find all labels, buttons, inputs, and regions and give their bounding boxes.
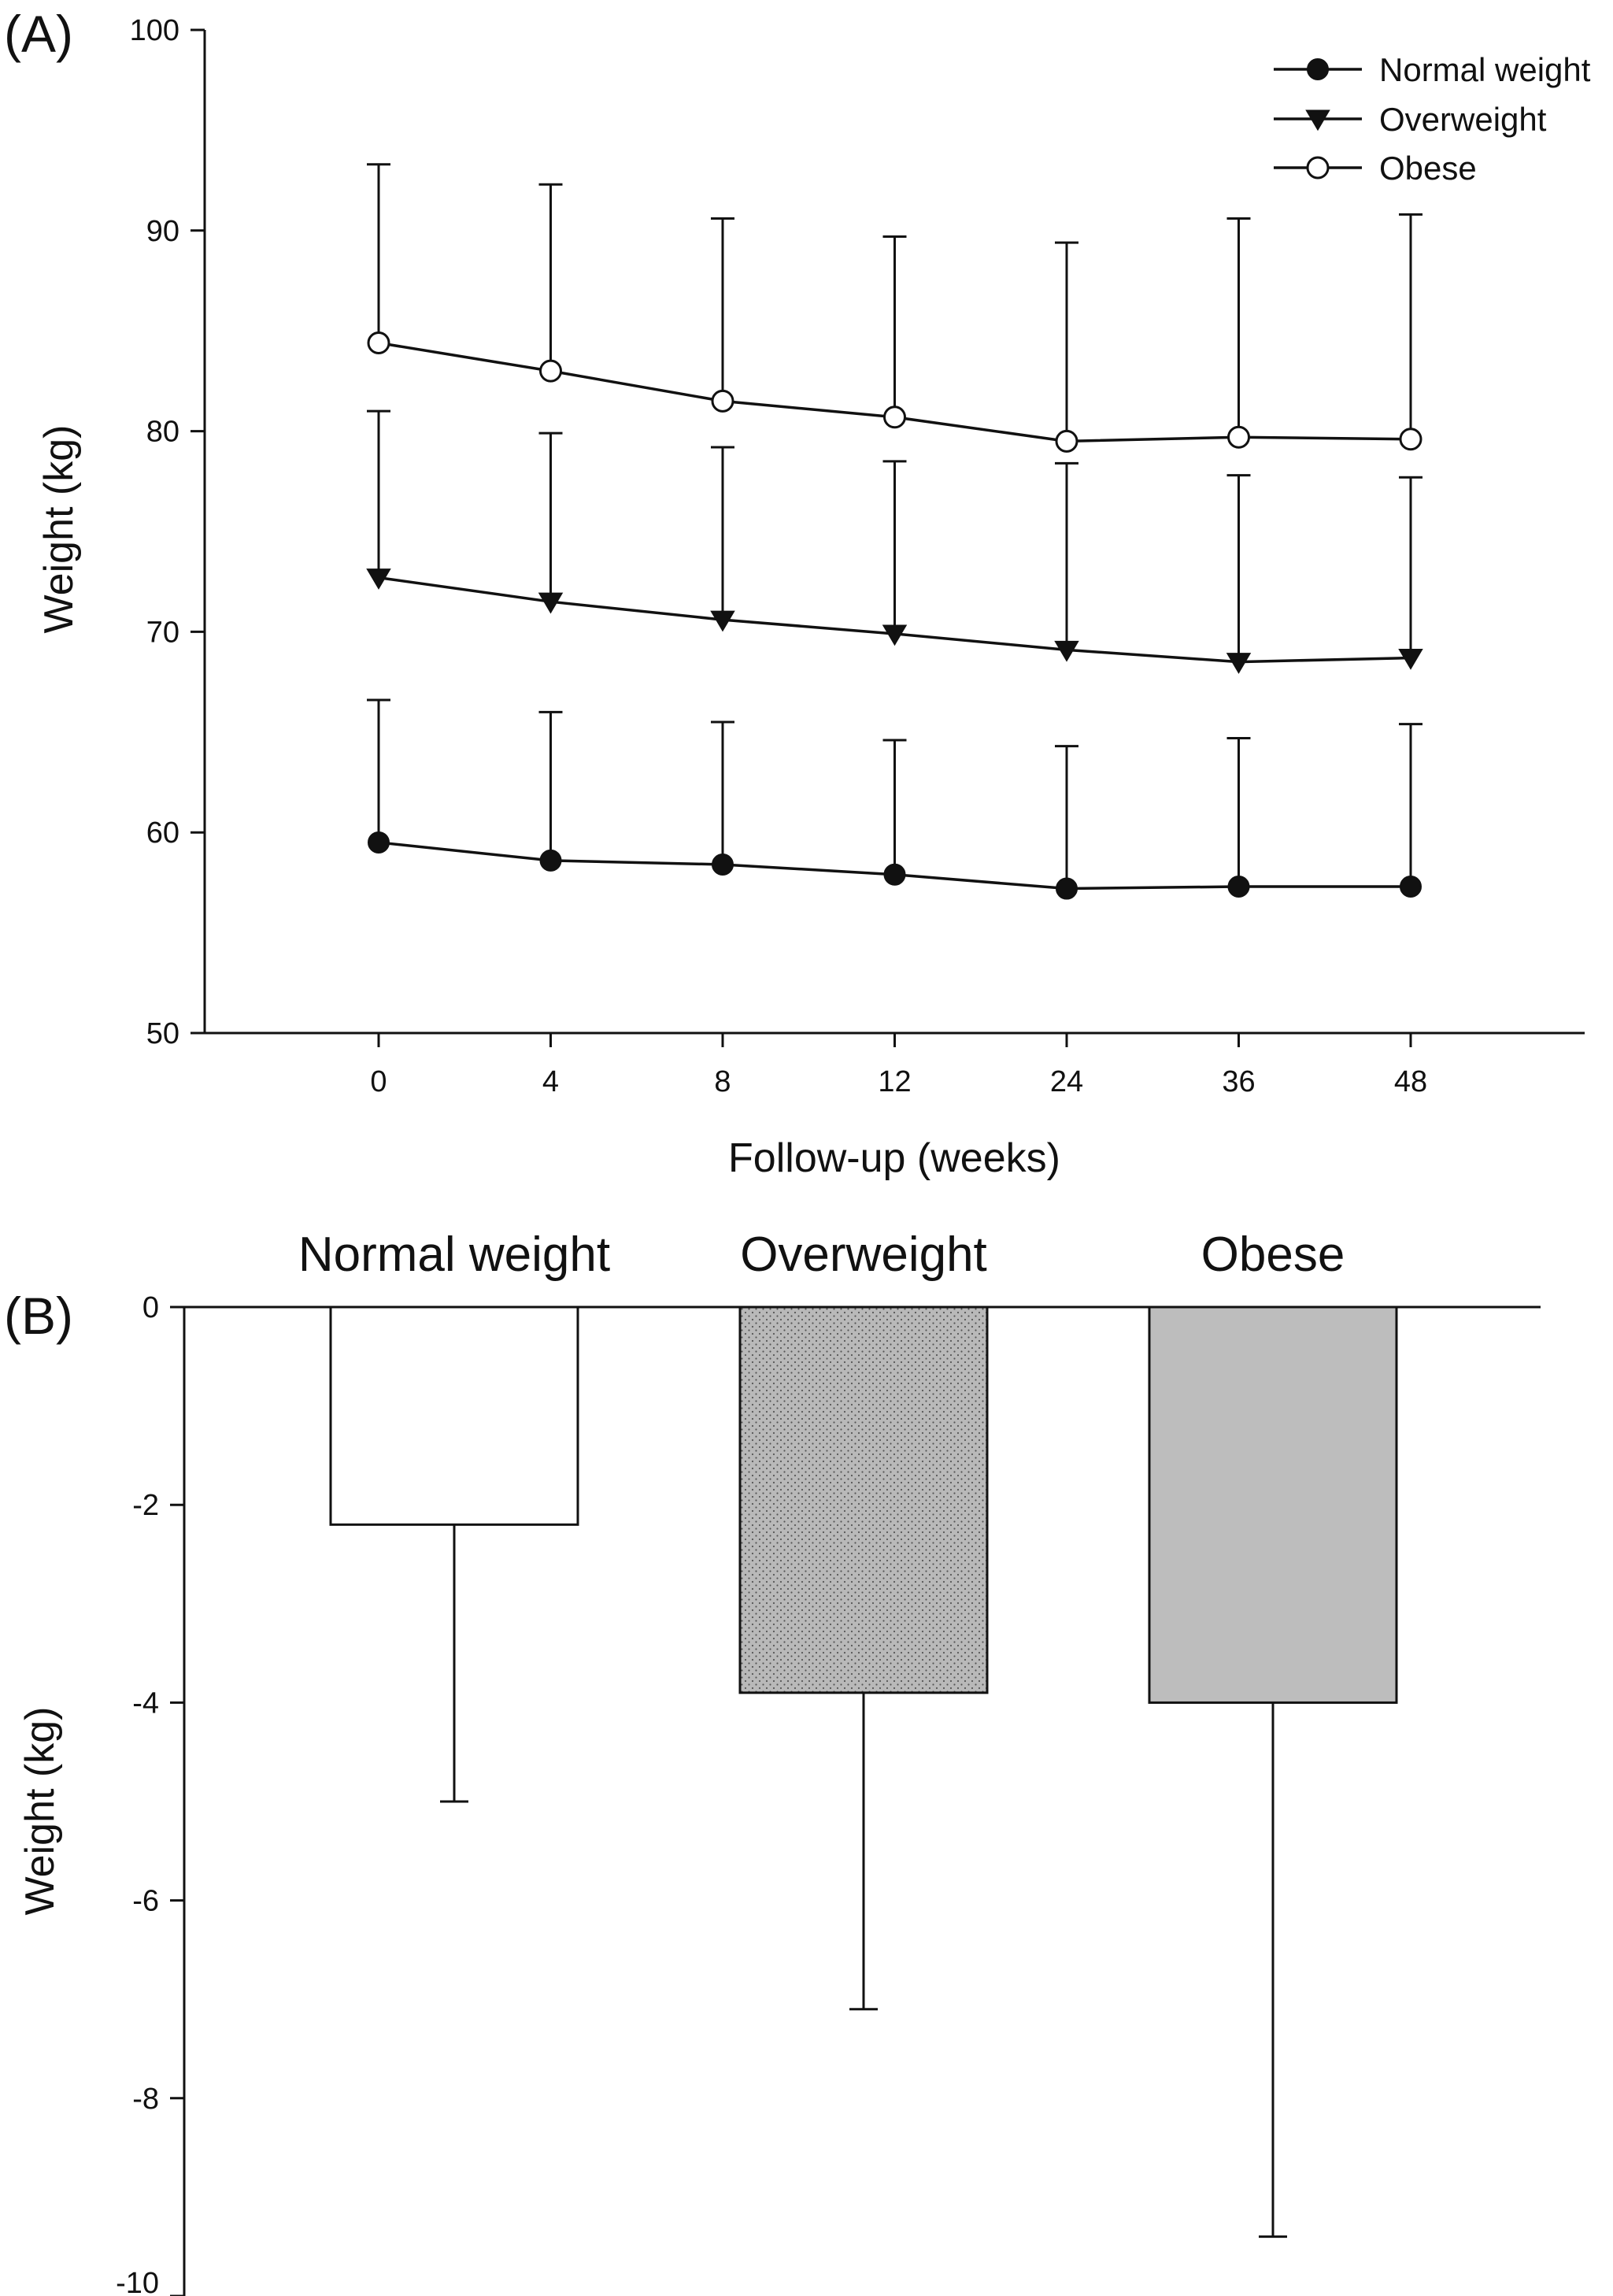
panel-a-legend-label: Normal weight xyxy=(1379,51,1591,88)
panel-a-legend-item: Overweight xyxy=(1274,101,1547,138)
panel-a-legend-label: Overweight xyxy=(1379,101,1547,138)
panel-a-y-tick-label: 50 xyxy=(146,1017,179,1050)
panel-a-data-point xyxy=(883,863,906,886)
panel-a-y-tick-label: 60 xyxy=(146,817,179,850)
panel-b-category-label: Overweight xyxy=(740,1228,987,1282)
panel-a-series-2 xyxy=(367,163,1422,453)
panel-b-y-tick-label: 0 xyxy=(142,1291,159,1324)
panel-b-bar xyxy=(738,1305,989,1694)
panel-b-bar xyxy=(329,1305,579,1526)
panel-a-x-tick-label: 48 xyxy=(1394,1065,1427,1098)
panel-a-x-tick-label: 4 xyxy=(542,1065,559,1098)
panel-b-y-ticks: 0 -2 -4 -6 -8 -10 xyxy=(116,1291,184,2296)
panel-a-series-1 xyxy=(366,409,1423,674)
panel-a-data-point xyxy=(1056,877,1078,900)
panel-a-series-0 xyxy=(367,698,1422,900)
panel-b-bar-group: Normal weight xyxy=(298,1228,610,1803)
panel-a-data-point xyxy=(1226,653,1252,674)
panel-a-data-point xyxy=(1399,428,1422,451)
panel-a-series xyxy=(366,163,1423,900)
panel-a-x-tick-label: 8 xyxy=(714,1065,731,1098)
panel-a-data-point xyxy=(883,406,906,429)
panel-b-bars: Normal weight Overweight Obese xyxy=(298,1228,1398,2239)
panel-b-bar xyxy=(1148,1305,1398,1704)
panel-b-y-tick-label: -6 xyxy=(132,1885,159,1918)
panel-a-x-tick-label: 24 xyxy=(1050,1065,1083,1098)
panel-a-y-tick-label: 70 xyxy=(146,616,179,649)
panel-a-x-tick-label: 0 xyxy=(370,1065,387,1098)
panel-a-x-tick-label: 12 xyxy=(878,1065,911,1098)
panel-a-legend: Normal weight Overweight Obese xyxy=(1274,51,1591,187)
panel-a-data-point xyxy=(882,624,908,646)
panel-a-legend-marker xyxy=(1307,58,1329,80)
panel-a-data-point xyxy=(367,331,390,354)
panel-a-x-ticks: 0 4 8 12 24 36 48 xyxy=(370,1033,1427,1098)
panel-a-data-point xyxy=(711,389,734,413)
panel-b-bar-group: Overweight xyxy=(738,1228,989,2011)
panel-a-legend-label: Obese xyxy=(1379,150,1477,187)
panel-b-y-tick-label: -8 xyxy=(132,2083,159,2116)
panel-a-legend-item: Obese xyxy=(1274,150,1477,187)
panel-b-bar-group: Obese xyxy=(1148,1228,1398,2239)
panel-b-y-tick-label: -2 xyxy=(132,1489,159,1522)
panel-a-data-point xyxy=(538,592,564,614)
panel-b-category-label: Obese xyxy=(1201,1228,1345,1282)
panel-b-y-axis-title: Weight (kg) xyxy=(17,1707,63,1916)
panel-b-label: (B) xyxy=(4,1287,73,1345)
panel-a-data-point xyxy=(710,610,735,632)
panel-b-y-tick-label: -4 xyxy=(132,1687,159,1720)
panel-a-y-axis-title: Weight (kg) xyxy=(36,425,82,634)
panel-a-legend-marker xyxy=(1306,156,1330,180)
panel-a-y-tick-label: 90 xyxy=(146,215,179,248)
panel-a-data-point xyxy=(1227,425,1250,449)
panel-a-data-point xyxy=(1055,429,1078,453)
panel-a-data-point xyxy=(1054,640,1079,662)
panel-a-data-point xyxy=(1398,649,1423,670)
panel-b-bar-chart: (B) 0 -2 -4 -6 -8 -10 Weight (kg) Normal weig… xyxy=(4,1228,1541,2296)
panel-a-y-ticks: 50 60 70 80 90 100 xyxy=(130,14,205,1050)
panel-a-data-point xyxy=(1227,875,1250,898)
panel-a-x-tick-label: 36 xyxy=(1222,1065,1255,1098)
panel-b-y-tick-label: -10 xyxy=(116,2267,159,2296)
panel-a-data-point xyxy=(366,568,391,590)
panel-a-data-point xyxy=(539,359,562,383)
panel-a-y-tick-label: 100 xyxy=(130,14,179,47)
panel-a-data-point xyxy=(712,853,734,876)
panel-b-category-label: Normal weight xyxy=(298,1228,610,1282)
panel-a-data-point xyxy=(1400,875,1422,898)
panel-a-x-axis-title: Follow-up (weeks) xyxy=(728,1135,1060,1181)
panel-a-y-tick-label: 80 xyxy=(146,416,179,449)
panel-a-legend-item: Normal weight xyxy=(1274,51,1591,88)
panel-a-legend-marker xyxy=(1305,109,1330,131)
panel-a-label: (A) xyxy=(4,5,73,63)
panel-a-data-point xyxy=(539,849,562,872)
panel-a-data-point xyxy=(368,831,390,854)
